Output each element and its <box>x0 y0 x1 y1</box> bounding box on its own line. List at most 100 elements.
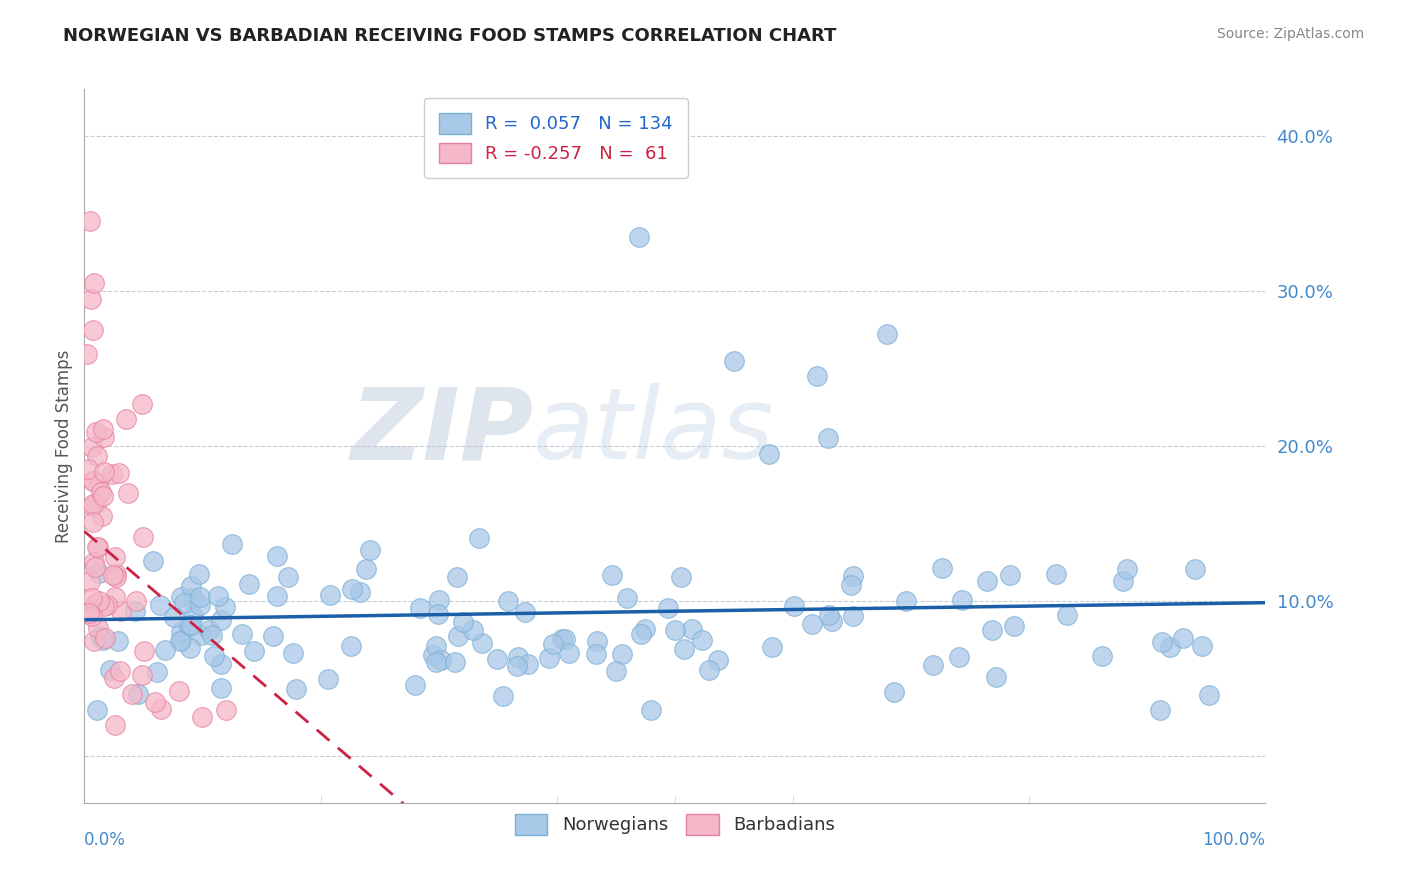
Point <box>1112 574 1135 588</box>
Point <box>149 598 172 612</box>
Point <box>640 703 662 717</box>
Point <box>198 623 221 637</box>
Point <box>103 590 125 604</box>
Point <box>485 652 508 666</box>
Legend: Norwegians, Barbadians: Norwegians, Barbadians <box>506 805 844 844</box>
Point <box>104 549 127 564</box>
Point <box>340 582 363 596</box>
Point <box>817 431 839 445</box>
Point <box>79 214 101 228</box>
Point <box>1198 688 1220 702</box>
Point <box>80 591 103 605</box>
Point <box>551 632 574 646</box>
Point <box>468 531 491 545</box>
Point <box>86 540 108 554</box>
Point <box>180 618 202 632</box>
Point <box>1045 567 1067 582</box>
Point <box>444 655 467 669</box>
Point <box>215 703 238 717</box>
Point <box>86 449 108 463</box>
Point <box>931 561 953 575</box>
Point <box>818 608 841 623</box>
Text: Source: ZipAtlas.com: Source: ZipAtlas.com <box>1216 27 1364 41</box>
Point <box>422 648 444 662</box>
Point <box>179 640 201 655</box>
Point <box>266 549 288 564</box>
Point <box>146 665 169 679</box>
Point <box>425 655 447 669</box>
Point <box>806 369 828 384</box>
Point <box>707 653 730 667</box>
Point <box>630 627 652 641</box>
Point <box>191 710 214 724</box>
Point <box>605 665 627 679</box>
Point <box>150 702 173 716</box>
Point <box>93 599 115 613</box>
Point <box>894 594 917 608</box>
Point <box>104 718 127 732</box>
Point <box>354 561 377 575</box>
Point <box>91 632 114 647</box>
Point <box>103 567 125 582</box>
Point <box>170 633 193 648</box>
Point <box>214 599 236 614</box>
Point <box>697 663 720 677</box>
Point <box>506 649 529 664</box>
Point <box>87 476 110 491</box>
Point <box>209 681 232 696</box>
Point <box>447 629 470 643</box>
Point <box>86 621 108 635</box>
Point <box>114 412 136 426</box>
Point <box>461 624 484 638</box>
Point <box>316 672 339 686</box>
Point <box>132 530 155 544</box>
Point <box>243 644 266 658</box>
Point <box>1191 640 1213 654</box>
Point <box>1184 562 1206 576</box>
Point <box>98 663 121 677</box>
Text: atlas: atlas <box>533 384 775 480</box>
Point <box>83 555 105 569</box>
Point <box>84 425 107 440</box>
Point <box>91 489 114 503</box>
Point <box>202 649 225 664</box>
Point <box>430 653 453 667</box>
Point <box>664 623 686 637</box>
Point <box>425 639 447 653</box>
Point <box>103 671 125 685</box>
Point <box>349 585 371 599</box>
Point <box>188 590 211 604</box>
Point <box>91 509 114 524</box>
Point <box>86 496 108 510</box>
Point <box>1171 631 1194 645</box>
Point <box>131 397 153 411</box>
Point <box>125 594 148 608</box>
Point <box>1159 640 1181 654</box>
Point <box>427 592 450 607</box>
Point <box>451 615 474 629</box>
Text: NORWEGIAN VS BARBADIAN RECEIVING FOOD STAMPS CORRELATION CHART: NORWEGIAN VS BARBADIAN RECEIVING FOOD ST… <box>63 27 837 45</box>
Point <box>616 591 638 605</box>
Point <box>94 631 117 645</box>
Point <box>976 574 998 589</box>
Point <box>262 629 284 643</box>
Point <box>93 421 115 435</box>
Point <box>211 657 233 671</box>
Point <box>238 577 260 591</box>
Point <box>84 560 107 574</box>
Point <box>187 566 209 581</box>
Text: ZIP: ZIP <box>350 384 533 480</box>
Point <box>821 614 844 628</box>
Point <box>998 568 1021 582</box>
Point <box>842 609 865 624</box>
Point <box>82 474 104 488</box>
Text: 100.0%: 100.0% <box>1202 831 1265 849</box>
Point <box>207 589 229 603</box>
Point <box>105 570 128 584</box>
Point <box>842 569 865 583</box>
Point <box>543 636 565 650</box>
Point <box>188 598 211 612</box>
Point <box>110 604 132 618</box>
Point <box>554 632 576 646</box>
Point <box>600 568 623 582</box>
